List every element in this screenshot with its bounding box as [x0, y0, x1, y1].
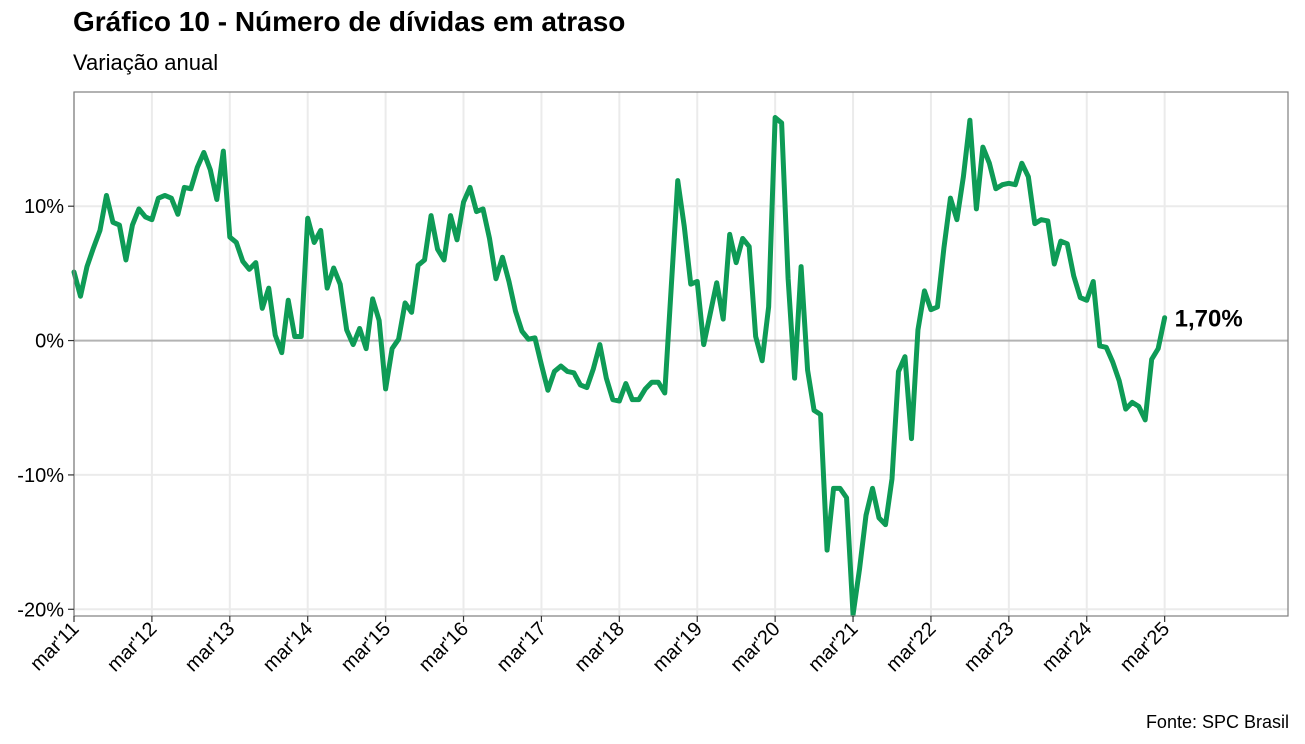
x-tick-label: mar'16	[415, 618, 473, 676]
source-note: Fonte: SPC Brasil	[1145, 712, 1289, 732]
x-tick-label: mar'20	[726, 618, 784, 676]
x-tick-label: mar'21	[804, 618, 862, 676]
axis-layer: mar'11 mar'12 mar'13 mar'14 mar'15 mar'16 mar'…	[17, 196, 1174, 676]
chart-title: Gráfico 10 - Número de dívidas em atraso	[73, 6, 626, 37]
y-tick-label: 10%	[24, 196, 64, 218]
y-tick-label: 0%	[35, 331, 64, 353]
x-tick-label: mar'24	[1038, 618, 1096, 676]
x-tick-label: mar'15	[337, 618, 395, 676]
x-tick-label: mar'22	[882, 618, 940, 676]
x-tick-label: mar'23	[960, 618, 1018, 676]
end-value-label: 1,70%	[1175, 306, 1243, 333]
x-tick-label: mar'17	[493, 618, 551, 676]
x-tick-label: mar'12	[103, 618, 161, 676]
y-tick-label: -20%	[17, 599, 64, 621]
x-tick-label: mar'13	[181, 618, 239, 676]
x-tick-label: mar'18	[571, 618, 629, 676]
x-tick-label: mar'11	[26, 618, 83, 675]
chart-subtitle: Variação anual	[73, 50, 219, 75]
series-line	[71, 115, 1168, 618]
series-layer	[71, 115, 1168, 618]
x-tick-label: mar'25	[1116, 618, 1174, 676]
plot-frame	[73, 91, 1289, 617]
x-tick-label: mar'14	[259, 618, 317, 676]
y-tick-label: -10%	[17, 465, 64, 487]
x-tick-label: mar'19	[648, 618, 706, 676]
grid-lines	[73, 92, 1288, 616]
